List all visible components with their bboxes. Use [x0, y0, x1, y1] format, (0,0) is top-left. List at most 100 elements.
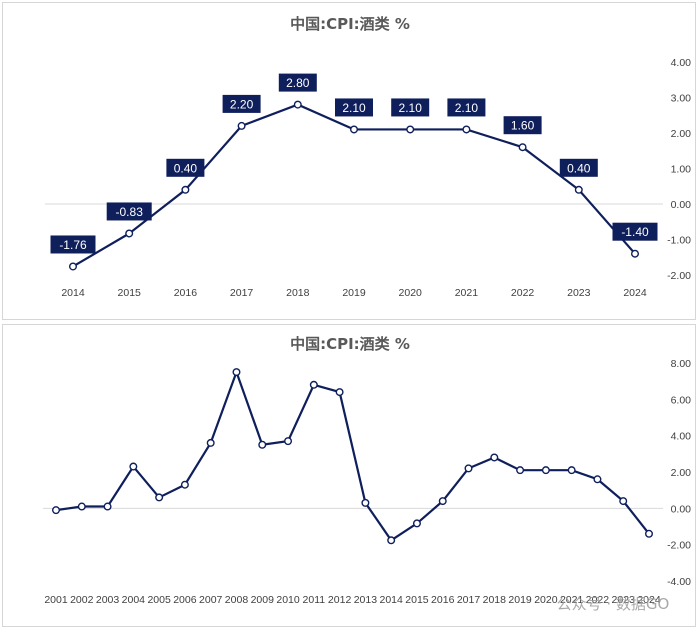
data-point	[406, 125, 415, 134]
x-tick-label: 2006	[173, 594, 197, 606]
data-point	[645, 529, 654, 538]
x-tick-label: 2004	[122, 594, 146, 606]
x-tick-label: 2014	[61, 287, 85, 299]
x-tick-label: 2018	[286, 287, 310, 299]
data-label-box	[559, 158, 598, 177]
x-tick-labels: 2001 2002 2003 2004 2005 2006 2007 2008 2009 2010…	[44, 594, 661, 606]
y-tick-label: 6.00	[671, 394, 692, 406]
data-point	[155, 493, 164, 502]
y-tick-label: 0.00	[671, 199, 692, 211]
data-label-box	[222, 94, 261, 113]
data-point	[237, 121, 246, 130]
y-tick-label: 4.00	[671, 57, 692, 69]
data-point	[52, 506, 61, 515]
x-tick-label: 2003	[96, 594, 120, 606]
data-label: 2.10	[391, 98, 430, 117]
data-label-box	[612, 222, 658, 241]
data-label: 2.80	[278, 73, 317, 92]
data-point	[518, 143, 527, 152]
x-tick-label: 2015	[118, 287, 142, 299]
data-label-box	[278, 73, 317, 92]
data-label-text: -1.40	[621, 225, 649, 239]
data-point	[77, 502, 86, 511]
chart-top-svg: 中国:CPI:酒类 % 4.00 3.00 2.00 1.00 0.00 -1.00 -2.…	[45, 15, 691, 299]
data-label-text: 2.10	[399, 101, 423, 115]
chart-title: 中国:CPI:酒类 %	[290, 335, 410, 353]
x-tick-label: 2024	[623, 287, 647, 299]
y-tick-label: 3.00	[671, 93, 692, 105]
x-tick-label: 2020	[534, 594, 558, 606]
data-label-text: -1.76	[59, 238, 87, 252]
data-label-text: 0.40	[567, 161, 591, 175]
x-tick-label: 2010	[276, 594, 300, 606]
data-point	[206, 438, 215, 447]
data-point	[181, 185, 190, 194]
x-tick-label: 2022	[586, 594, 610, 606]
data-point	[387, 536, 396, 545]
series-points	[52, 368, 654, 545]
data-point	[438, 497, 447, 506]
data-label: 0.40	[559, 158, 598, 177]
data-point	[350, 125, 359, 134]
data-label: -0.83	[106, 202, 152, 221]
x-tick-label: 2013	[354, 594, 378, 606]
data-point	[574, 185, 583, 194]
data-point	[232, 368, 241, 377]
x-tick-label: 2019	[508, 594, 532, 606]
data-label-box	[106, 202, 152, 221]
x-tick-label: 2007	[199, 594, 223, 606]
y-tick-labels: 8.00 6.00 4.00 2.00 0.00 -2.00 -4.00	[667, 358, 691, 588]
data-point	[293, 100, 302, 109]
y-tick-label: 2.00	[671, 467, 692, 479]
x-tick-label: 2005	[147, 594, 171, 606]
data-label-text: 0.40	[174, 161, 198, 175]
data-point	[361, 498, 370, 507]
x-tick-label: 2016	[174, 287, 198, 299]
x-tick-label: 2011	[303, 594, 326, 606]
data-label: -1.40	[612, 222, 658, 241]
x-tick-label: 2001	[44, 594, 68, 606]
data-point	[490, 453, 499, 462]
x-tick-label: 2019	[342, 287, 366, 299]
data-point	[619, 497, 628, 506]
x-tick-label: 2021	[455, 287, 479, 299]
data-label-box	[166, 158, 205, 177]
data-labels: -1.76 -0.83 0.40 2.20 2.80 2.10 2.10 2.10 1.60 0.…	[50, 73, 658, 254]
series-points	[68, 100, 640, 271]
y-tick-label: -2.00	[667, 270, 691, 282]
data-point	[567, 466, 576, 475]
data-point	[464, 464, 473, 473]
data-label-text: 2.10	[342, 101, 366, 115]
x-tick-label: 2002	[70, 594, 94, 606]
x-tick-label: 2017	[230, 287, 254, 299]
x-tick-label: 2021	[560, 594, 584, 606]
x-tick-label: 2024	[637, 594, 661, 606]
data-label-box	[503, 116, 542, 135]
series-line	[55, 368, 650, 542]
y-tick-labels: 4.00 3.00 2.00 1.00 0.00 -1.00 -2.00	[667, 57, 691, 282]
x-tick-label: 2016	[431, 594, 455, 606]
y-tick-label: -1.00	[667, 235, 691, 247]
x-tick-label: 2020	[399, 287, 423, 299]
data-label-text: 1.60	[511, 119, 535, 133]
data-point	[180, 480, 189, 489]
x-tick-label: 2015	[405, 594, 429, 606]
x-tick-label: 2014	[379, 594, 403, 606]
x-tick-labels: 2014 2015 2016 2017 2018 2019 2020 2021 2022 2023…	[61, 287, 647, 299]
data-label: 2.20	[222, 94, 261, 113]
data-label-text: 2.10	[455, 101, 479, 115]
y-tick-label: 1.00	[671, 164, 692, 176]
data-label: 0.40	[166, 158, 205, 177]
data-point	[68, 262, 77, 271]
y-tick-label: -2.00	[667, 540, 691, 552]
x-tick-label: 2022	[511, 287, 535, 299]
data-label: 2.10	[447, 98, 486, 117]
y-tick-label: 4.00	[671, 431, 692, 443]
data-label-text: 2.20	[230, 97, 254, 111]
y-tick-label: -4.00	[667, 576, 691, 588]
x-tick-label: 2018	[483, 594, 507, 606]
data-point	[284, 437, 293, 446]
y-tick-label: 2.00	[671, 128, 692, 140]
data-label-text: 2.80	[286, 76, 310, 90]
x-tick-label: 2009	[251, 594, 275, 606]
